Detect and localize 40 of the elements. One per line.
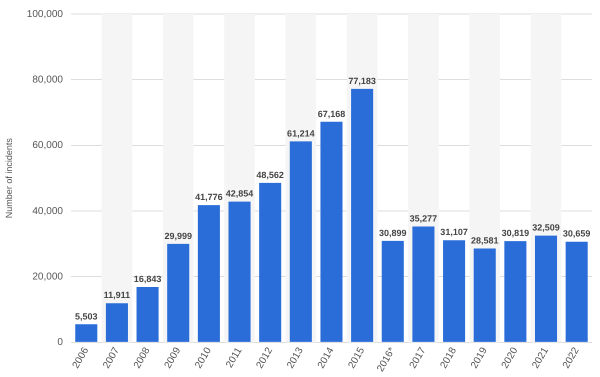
data-label: 77,183 <box>348 76 376 86</box>
y-tick-label: 20,000 <box>32 271 64 282</box>
bar <box>412 226 434 342</box>
bar <box>443 240 466 342</box>
data-label: 30,819 <box>502 228 530 238</box>
bar <box>320 122 343 342</box>
data-label: 32,509 <box>532 222 560 233</box>
data-label: 16,843 <box>134 274 162 284</box>
y-tick-label: 100,000 <box>26 8 64 20</box>
bar <box>259 182 282 342</box>
data-label: 30,659 <box>562 228 590 239</box>
data-label: 42,854 <box>226 188 254 199</box>
y-tick-label: 60,000 <box>32 140 64 152</box>
data-label: 30,899 <box>379 228 407 238</box>
bar <box>504 241 526 342</box>
bar <box>75 324 98 342</box>
y-tick-label: 0 <box>57 337 64 348</box>
data-label: 11,911 <box>104 290 130 300</box>
data-label: 28,581 <box>470 236 498 246</box>
data-label: 31,107 <box>440 227 468 238</box>
data-label: 29,999 <box>164 230 192 241</box>
data-label: 61,214 <box>287 128 315 138</box>
bar <box>534 236 558 342</box>
data-label: 35,277 <box>410 214 438 224</box>
bar <box>382 240 404 342</box>
y-tick-label: 40,000 <box>32 206 64 217</box>
bar <box>290 141 312 342</box>
y-tick-label: 80,000 <box>32 74 64 86</box>
data-label: 48,562 <box>256 170 284 180</box>
bar <box>228 202 251 342</box>
bar <box>198 205 220 342</box>
data-label: 5,503 <box>75 311 98 322</box>
bar <box>136 287 159 342</box>
bar <box>566 242 588 342</box>
bar <box>474 248 496 342</box>
bar <box>106 303 128 342</box>
bar <box>167 244 190 342</box>
y-axis-title: Number of incidents <box>4 138 14 218</box>
data-label: 41,776 <box>195 192 223 202</box>
data-label: 67,168 <box>318 108 346 119</box>
